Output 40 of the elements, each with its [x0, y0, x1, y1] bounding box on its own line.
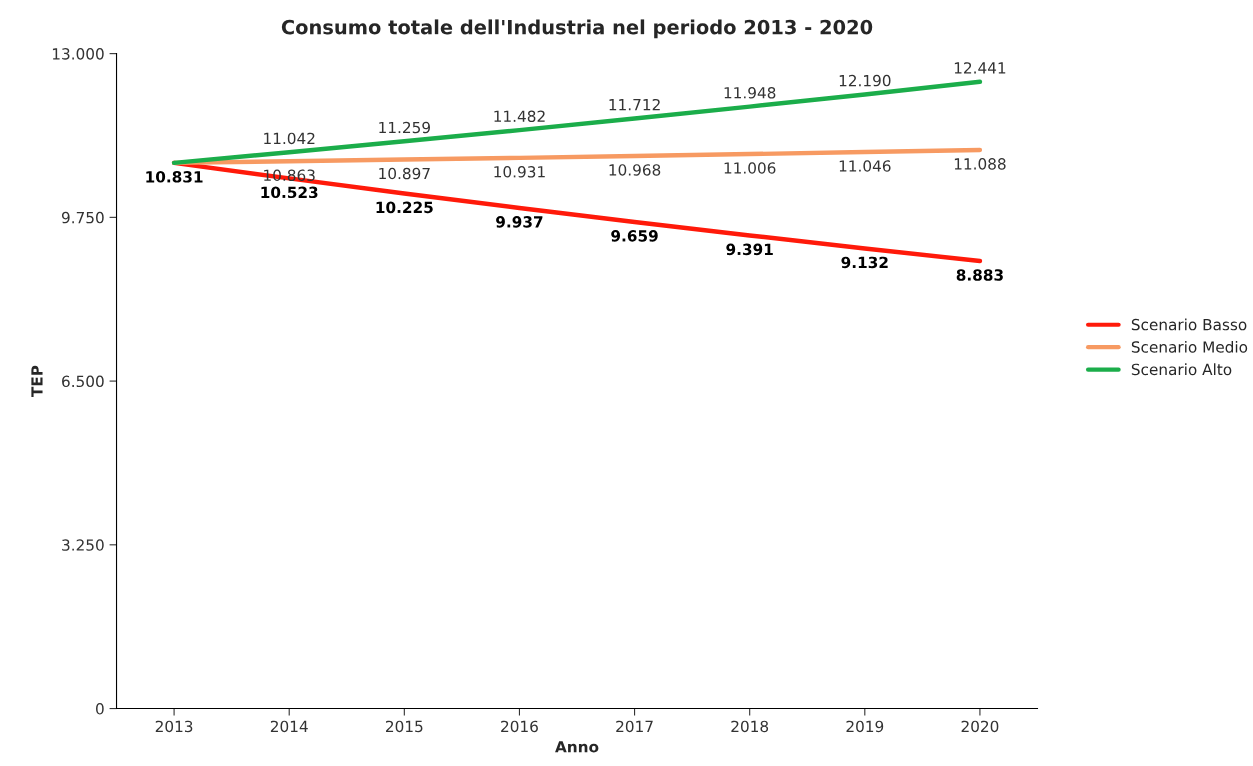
- data-label: 11.948: [724, 87, 776, 99]
- y-tick-label: 0: [96, 703, 104, 715]
- data-label: 9.937: [496, 216, 543, 228]
- x-tick-label: 2014: [270, 720, 308, 733]
- data-label: 11.259: [379, 121, 430, 134]
- data-label: 10.968: [609, 164, 661, 176]
- y-tick-label: 13.000: [52, 48, 104, 60]
- data-label: 11.046: [839, 160, 891, 172]
- data-label: 12.190: [839, 74, 891, 87]
- data-label: 10.831: [146, 171, 203, 183]
- data-label: 10.523: [261, 186, 318, 199]
- data-label: 11.088: [954, 158, 1006, 170]
- chart-title: Consumo totale dell'Industria nel periodo 2013 - 2020: [281, 19, 873, 39]
- data-label: 10.225: [376, 201, 433, 214]
- x-tick-label: 2016: [501, 720, 538, 733]
- data-label: 9.132: [841, 256, 888, 269]
- y-tick-label: 6.500: [62, 375, 104, 388]
- data-label: 11.712: [609, 98, 660, 111]
- data-label: 10.931: [494, 166, 545, 178]
- data-label: 10.897: [379, 167, 430, 180]
- legend-label: Scenario Alto: [1131, 363, 1232, 376]
- data-label: 9.391: [726, 243, 773, 256]
- data-label: 11.482: [494, 110, 545, 123]
- x-tick-label: 2018: [731, 720, 769, 733]
- y-tick-label: 9.750: [61, 211, 104, 224]
- x-tick-label: 2013: [155, 720, 193, 733]
- x-tick-label: 2017: [616, 720, 653, 733]
- y-tick-label: 3.250: [62, 539, 104, 551]
- y-axis-title: TEP: [31, 365, 43, 398]
- legend-label: Scenario Medio: [1131, 340, 1248, 353]
- data-label: 12.441: [954, 62, 1006, 74]
- x-axis-title: Anno: [555, 741, 599, 753]
- data-label: 8.883: [956, 269, 1003, 281]
- data-label: 11.006: [724, 162, 776, 174]
- data-label: 9.659: [611, 230, 658, 242]
- legend-label: Scenario Basso: [1131, 318, 1247, 331]
- x-tick-label: 2015: [386, 720, 423, 733]
- x-tick-label: 2019: [846, 720, 884, 733]
- data-label: 11.042: [264, 132, 315, 145]
- x-tick-label: 2020: [961, 720, 999, 733]
